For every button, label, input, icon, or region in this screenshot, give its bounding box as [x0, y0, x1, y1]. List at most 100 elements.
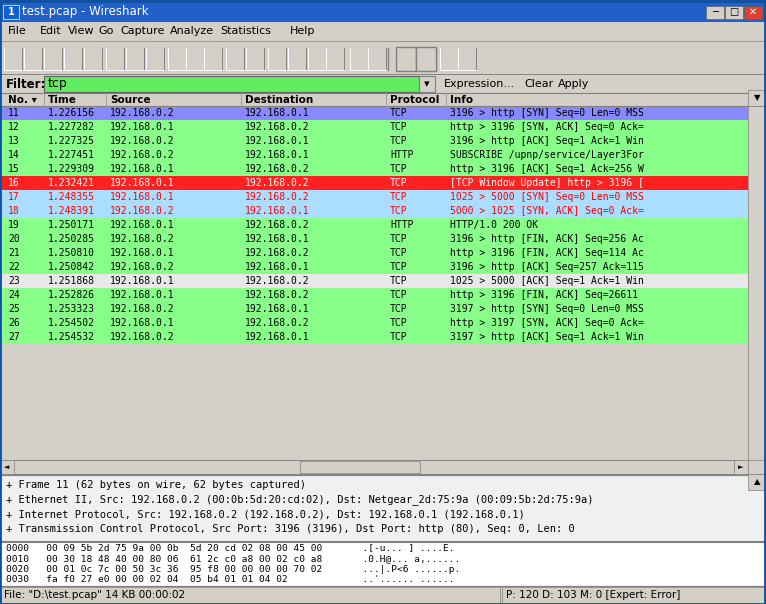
Text: Help: Help [290, 27, 316, 36]
Bar [0, 93, 748, 106]
Text: 0030   fa f0 27 e0 00 00 02 04  05 b4 01 01 04 02             ..'...... ......: 0030 fa f0 27 e0 00 00 02 04 05 b4 01 01… [6, 575, 454, 584]
Bar [748, 460, 766, 474]
Text: 12: 12 [8, 122, 20, 132]
Bar [502, 587, 764, 603]
Bar [84, 48, 102, 70]
Text: ─: ─ [712, 7, 718, 17]
Text: 1.251868: 1.251868 [48, 276, 95, 286]
Bar [24, 48, 42, 70]
Text: tcp: tcp [48, 77, 67, 91]
Text: TCP: TCP [390, 304, 408, 314]
Text: 22: 22 [8, 262, 20, 272]
Text: 19: 19 [8, 220, 20, 230]
Bar [0, 176, 748, 190]
Text: [TCP Window Update] http > 3196 [: [TCP Window Update] http > 3196 [ [450, 178, 644, 188]
Text: 3196 > http [FIN, ACK] Seq=256 Ac: 3196 > http [FIN, ACK] Seq=256 Ac [450, 234, 644, 244]
Text: + Transmission Control Protocol, Src Port: 3196 (3196), Dst Port: http (80), Seq: + Transmission Control Protocol, Src Por… [6, 524, 574, 535]
Text: 192.168.0.1: 192.168.0.1 [245, 136, 309, 146]
Text: ▲: ▲ [754, 478, 760, 486]
Bar [368, 48, 386, 70]
Text: 0020   00 01 0c 7c 00 50 3c 36  95 f8 00 00 00 00 70 02       ...|.P<6 ......p.: 0020 00 01 0c 7c 00 50 3c 36 95 f8 00 00… [6, 565, 460, 574]
Text: 192.168.0.2: 192.168.0.2 [110, 136, 175, 146]
Bar [204, 48, 222, 70]
Text: 27: 27 [8, 332, 20, 342]
Text: Destination: Destination [245, 95, 313, 105]
Text: 192.168.0.1: 192.168.0.1 [245, 304, 309, 314]
Text: 1.248391: 1.248391 [48, 206, 95, 216]
Text: + Frame 11 (62 bytes on wire, 62 bytes captured): + Frame 11 (62 bytes on wire, 62 bytes c… [6, 480, 306, 490]
Text: ✕: ✕ [749, 7, 757, 17]
Text: 1.254502: 1.254502 [48, 318, 95, 328]
Text: TCP: TCP [390, 108, 408, 118]
Text: TCP: TCP [390, 290, 408, 300]
Bar [300, 461, 420, 473]
Text: http > 3196 [ACK] Seq=1 Ack=256 W: http > 3196 [ACK] Seq=1 Ack=256 W [450, 164, 644, 174]
Text: 192.168.0.2: 192.168.0.2 [245, 192, 309, 202]
Text: No. ▾: No. ▾ [8, 95, 37, 105]
Text: TCP: TCP [390, 234, 408, 244]
Text: 192.168.0.1: 192.168.0.1 [110, 290, 175, 300]
Text: http > 3196 [SYN, ACK] Seq=0 Ack=: http > 3196 [SYN, ACK] Seq=0 Ack= [450, 122, 644, 132]
Text: 17: 17 [8, 192, 20, 202]
Text: TCP: TCP [390, 262, 408, 272]
Text: Apply: Apply [558, 79, 589, 89]
Text: 192.168.0.2: 192.168.0.2 [245, 220, 309, 230]
Text: 1025 > 5000 [ACK] Seq=1 Ack=1 Win: 1025 > 5000 [ACK] Seq=1 Ack=1 Win [450, 276, 644, 286]
Bar [0, 74, 766, 93]
Text: 192.168.0.2: 192.168.0.2 [110, 150, 175, 160]
Text: Filter:: Filter: [6, 77, 47, 91]
Text: 192.168.0.1: 192.168.0.1 [245, 234, 309, 244]
Text: 1.250842: 1.250842 [48, 262, 95, 272]
Bar [0, 148, 748, 162]
Text: 192.168.0.2: 192.168.0.2 [110, 262, 175, 272]
Text: TCP: TCP [390, 318, 408, 328]
Bar [0, 190, 748, 204]
Text: 1.250171: 1.250171 [48, 220, 95, 230]
Text: TCP: TCP [390, 332, 408, 342]
Text: TCP: TCP [390, 248, 408, 258]
Text: ▾: ▾ [424, 79, 430, 89]
Text: □: □ [729, 7, 738, 17]
Text: 192.168.0.2: 192.168.0.2 [245, 164, 309, 174]
Bar [0, 232, 748, 246]
Text: View: View [68, 27, 94, 36]
Text: 21: 21 [8, 248, 20, 258]
Bar [186, 48, 204, 70]
Text: 192.168.0.2: 192.168.0.2 [245, 290, 309, 300]
Bar [0, 302, 748, 316]
Text: HTTP: HTTP [390, 220, 414, 230]
Bar [748, 90, 766, 106]
Text: 192.168.0.1: 192.168.0.1 [245, 108, 309, 118]
Text: File: "D:\test.pcap" 14 KB 00:00:02: File: "D:\test.pcap" 14 KB 00:00:02 [4, 590, 185, 600]
Text: 192.168.0.2: 192.168.0.2 [245, 248, 309, 258]
Text: ◄: ◄ [5, 464, 10, 470]
Text: 192.168.0.1: 192.168.0.1 [110, 276, 175, 286]
Bar [0, 162, 748, 176]
Bar [0, 204, 748, 218]
Text: P: 120 D: 103 M: 0 [Expert: Error]: P: 120 D: 103 M: 0 [Expert: Error] [506, 590, 680, 600]
Bar [268, 48, 286, 70]
Bar [440, 48, 458, 70]
Text: 25: 25 [8, 304, 20, 314]
Bar [458, 48, 476, 70]
Text: TCP: TCP [390, 136, 408, 146]
Text: + Internet Protocol, Src: 192.168.0.2 (192.168.0.2), Dst: 192.168.0.1 (192.168.0: + Internet Protocol, Src: 192.168.0.2 (1… [6, 510, 525, 519]
Text: 23: 23 [8, 276, 20, 286]
Text: Info: Info [450, 95, 473, 105]
Text: 1.226156: 1.226156 [48, 108, 95, 118]
Bar [0, 274, 748, 288]
Text: 1: 1 [8, 7, 15, 17]
Bar [416, 47, 436, 71]
Bar [350, 48, 368, 70]
Text: TCP: TCP [390, 206, 408, 216]
Bar [396, 48, 414, 70]
Text: Protocol: Protocol [390, 95, 440, 105]
Text: 192.168.0.2: 192.168.0.2 [110, 206, 175, 216]
Text: 16: 16 [8, 178, 20, 188]
Text: 1.250810: 1.250810 [48, 248, 95, 258]
Text: 192.168.0.1: 192.168.0.1 [110, 164, 175, 174]
Bar [0, 0, 766, 22]
Text: 192.168.0.2: 192.168.0.2 [110, 234, 175, 244]
Bar [0, 41, 766, 74]
Bar [0, 542, 766, 586]
